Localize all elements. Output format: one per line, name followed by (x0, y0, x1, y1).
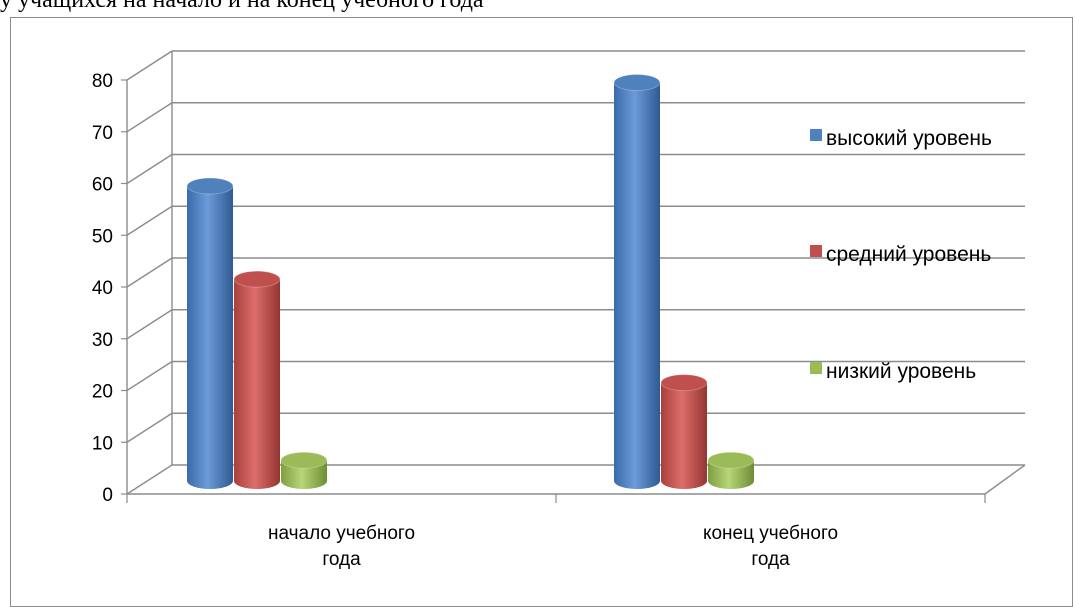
gridline-side (126, 50, 173, 81)
gridline-side (126, 257, 173, 288)
x-category-label: конец учебного года (703, 523, 838, 570)
y-tick-label: 20 (92, 382, 113, 403)
bar-body (661, 382, 707, 489)
bar-top (707, 451, 755, 469)
legend-swatch (810, 362, 822, 374)
bar-top (613, 74, 661, 92)
bar-top (233, 270, 281, 288)
gridline-side (126, 102, 173, 133)
bar (707, 451, 755, 489)
y-tick-label: 60 (92, 175, 113, 196)
bar-top (280, 451, 328, 469)
gridline-side (126, 360, 173, 392)
y-tick-label: 50 (92, 226, 113, 247)
bar-body (187, 186, 233, 489)
bar (233, 270, 281, 489)
y-tick-label: 30 (92, 330, 113, 351)
bar (280, 451, 328, 489)
bar (186, 177, 234, 489)
x-category-label: начало учебного года (268, 523, 415, 570)
legend-label: средний уровень (826, 243, 991, 266)
gridline-side (126, 309, 173, 340)
bar-body (708, 460, 754, 489)
legend-swatch (810, 245, 822, 257)
y-tick-label: 10 (92, 433, 113, 454)
y-tick-label: 70 (92, 123, 113, 144)
bar-body (234, 279, 280, 489)
bar-top (186, 177, 234, 195)
bar (660, 374, 708, 489)
legend-swatch (810, 129, 822, 141)
gridline-side (126, 464, 173, 495)
top-text-fragment: у учащихся на начало и на конец учебного… (0, 0, 484, 13)
y-tick-label: 0 (102, 485, 113, 506)
gridline-side (126, 153, 173, 185)
bar-body (281, 460, 327, 489)
legend-label: высокий уровень (826, 127, 992, 150)
bar-body (614, 82, 660, 490)
legend-label: низкий уровень (826, 360, 976, 383)
y-tick-label: 80 (92, 71, 113, 92)
floor-edge (984, 464, 1026, 495)
bar (613, 74, 661, 490)
gridline-side (126, 205, 173, 236)
y-tick-label: 40 (92, 278, 113, 299)
bar-top (660, 374, 708, 392)
gridline-side (126, 412, 173, 443)
